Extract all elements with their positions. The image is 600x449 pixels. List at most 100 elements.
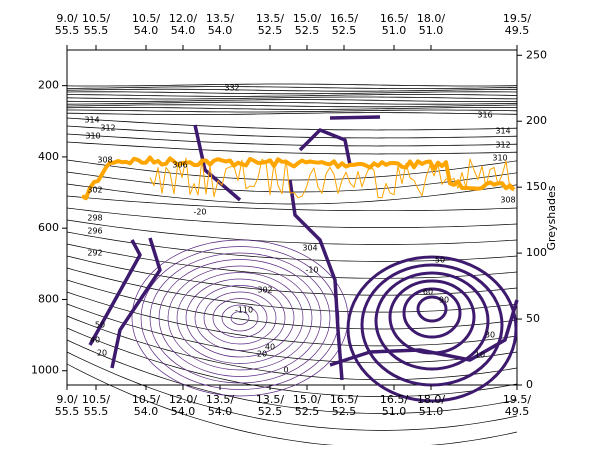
x-tick-label: 54.0 [134,24,159,37]
contour-line [66,243,518,279]
contour-label: 316 [477,111,492,120]
y2-tick-label: 250 [526,48,547,61]
contour-label: 332 [224,84,239,93]
contour-line [66,363,518,448]
contour-line [288,179,344,381]
x-tick-label: 52.5 [332,24,357,37]
contour-label: 304 [302,244,317,253]
x-tick-label: 12.0/ [169,12,197,25]
contour-line [416,295,448,323]
contour-line [212,298,268,338]
x-tick-label: 51.0 [419,24,444,37]
contour-line [66,207,518,228]
x-tick-label: 13.5/ [256,12,284,25]
contour-line [66,88,517,92]
x-tick-label: 10.5/ [82,12,110,25]
y-tick-label: 200 [38,79,59,92]
contour-line [66,133,518,147]
contour-label: -20 [193,208,206,217]
x-tick-label: 15.0/ [293,12,321,25]
x-tick-label: 10.5/ [132,393,160,406]
contour-line [66,141,518,155]
contour-line [158,259,322,377]
contour-line [66,231,518,262]
contour-line [374,271,490,371]
y2-tick-label: 100 [526,246,547,259]
contour-line [193,124,242,202]
contour-line [66,351,518,431]
x-tick-label: 55.5 [84,405,109,418]
contour-label: 308 [97,156,112,165]
orange-line [149,157,515,199]
x-tick-label: 55.5 [55,24,80,37]
contour-line [66,101,518,105]
contour-label: -110 [235,306,253,315]
x-tick-label: 55.5 [84,24,109,37]
contour-label: 20 [257,350,267,359]
x-tick-label: 51.0 [382,405,407,418]
x-tick-label: 19.5/ [503,12,531,25]
contour-label: 50 [95,321,105,330]
contour-label: 302 [87,186,102,195]
contour-line [67,109,518,113]
contour-label: 302 [257,286,272,295]
x-tick-label: 54.0 [134,405,159,418]
contour-label: 10 [475,351,485,360]
contour-line [88,239,142,346]
contours [66,83,519,448]
contour-line [66,195,518,212]
contour-line [66,104,518,108]
contour-line [66,107,518,110]
x-tick-label: 16.5/ [380,393,408,406]
x-tick-label: 9.0/ [56,12,77,25]
x-tick-label: 52.5 [332,405,357,418]
contour-line [110,237,162,369]
contour-label: 292 [87,249,102,258]
x-tick-label: 54.0 [171,405,196,418]
x-tick-label: 16.5/ [330,393,358,406]
contour-line [329,115,381,120]
contour-line [66,86,518,89]
x-tick-label: 13.5/ [256,393,284,406]
contour-label: 60 [423,288,433,297]
x-tick-label: 49.5 [505,24,530,37]
y-tick-label: 800 [38,292,59,305]
y2-tick-label: 50 [526,312,540,325]
contour-line [66,219,518,245]
x-tick-label: 49.5 [505,405,530,418]
contour-line [402,287,462,339]
contour-line [329,299,519,367]
x-tick-label: 10.5/ [82,393,110,406]
x-tick-label: 51.0 [419,405,444,418]
contour-label: 50 [435,256,445,265]
contour-line [66,279,518,330]
contour-line [66,125,518,139]
orange-line [81,155,516,201]
contour-line [221,304,259,332]
contour-label: 296 [87,227,102,236]
x-tick-label: 52.5 [295,405,320,418]
contour-label: 314 [84,116,99,125]
contour-label: 310 [492,154,507,163]
contour-line [66,99,518,102]
contour-label: 20 [97,349,107,358]
contour-line [360,263,504,387]
contour-label: 306 [172,161,187,170]
contour-line [66,91,518,95]
contour-line [230,311,250,325]
x-tick-label: 19.5/ [503,393,531,406]
x-tick-label: 54.0 [171,24,196,37]
contour-label: 0 [283,366,288,375]
contour-line [298,128,352,166]
contour-label: -10 [305,266,318,275]
contour-label: 298 [87,214,102,223]
y2-tick-label: 150 [526,180,547,193]
contour-line [66,94,518,97]
contour-label: 312 [495,141,510,150]
y-tick-label: 400 [38,150,59,163]
contour-line [66,117,518,131]
x-tick-label: 52.5 [295,24,320,37]
x-tick-label: 16.5/ [380,12,408,25]
contour-line [66,339,518,414]
